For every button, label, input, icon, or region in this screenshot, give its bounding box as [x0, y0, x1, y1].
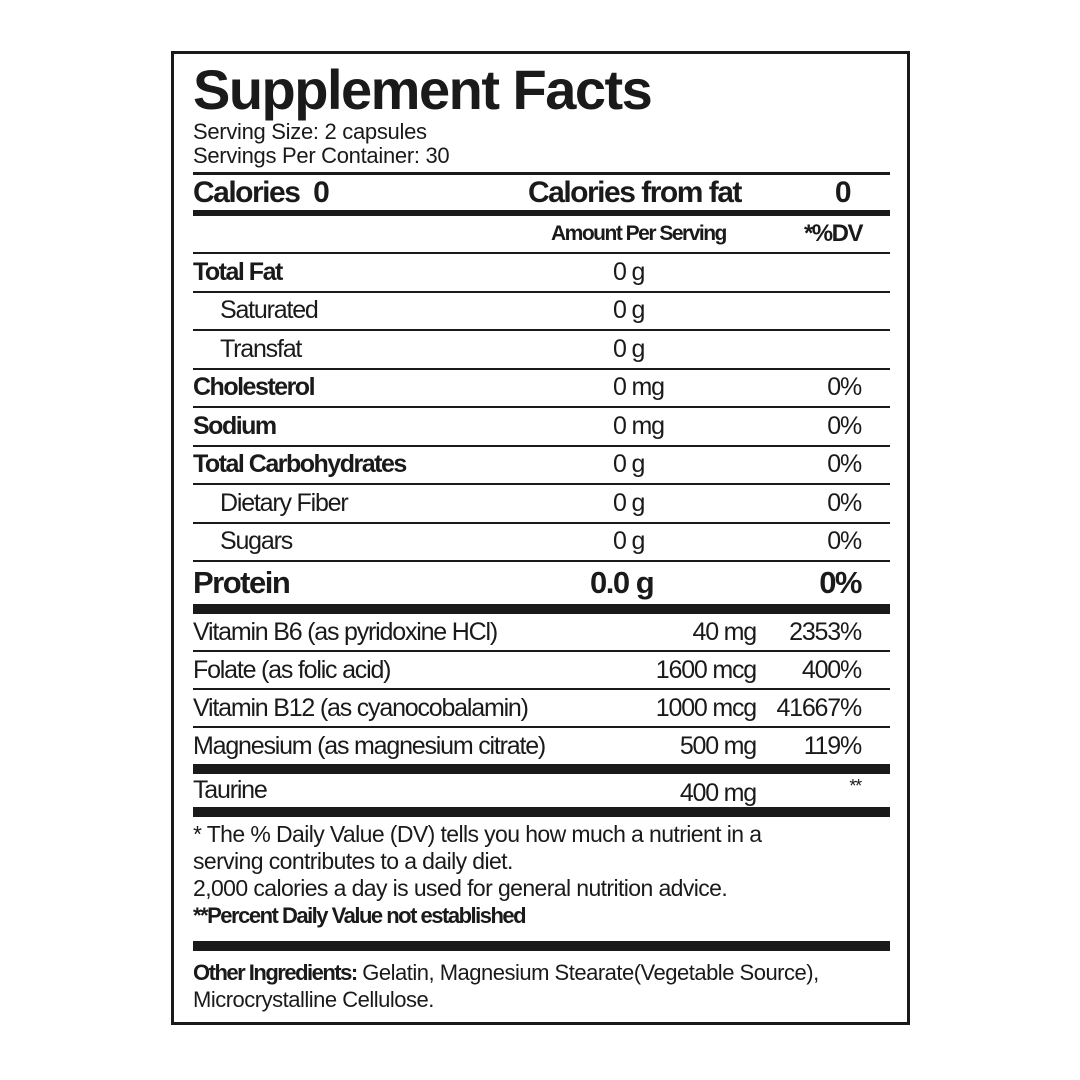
nutrient-name: Taurine	[193, 776, 268, 804]
nutrient-name: Total Carbohydrates	[193, 450, 407, 479]
dv-header: *%DV	[803, 220, 864, 247]
calories-label: Calories	[193, 175, 301, 209]
vitamin-row: Folate (as folic acid) 1600 mcg 400%	[193, 652, 890, 690]
nutrient-dv: 0%	[827, 488, 862, 517]
supplement-facts-panel: Supplement Facts Serving Size: 2 capsule…	[171, 51, 910, 1025]
nutrient-amount: 0 g	[613, 527, 645, 556]
nutrient-name: Sugars	[220, 527, 293, 556]
nutrient-amount: 0 g	[613, 488, 645, 517]
divider	[193, 172, 890, 175]
nutrient-name: Vitamin B6 (as pyridoxine HCl)	[193, 617, 498, 646]
nutrient-name: Protein	[193, 565, 291, 600]
divider	[193, 807, 890, 817]
divider	[193, 210, 890, 216]
nutrient-dv: 2353%	[789, 617, 862, 646]
nutrient-name: Magnesium (as magnesium citrate)	[193, 731, 546, 760]
nutrient-name: Dietary Fiber	[220, 488, 349, 517]
serving-size: Serving Size: 2 capsules	[193, 119, 427, 144]
calories-from-fat-label: Calories from fat	[528, 175, 742, 209]
footnotes: * The % Daily Value (DV) tells you how m…	[193, 817, 890, 929]
footnote-line: * The % Daily Value (DV) tells you how m…	[193, 821, 762, 847]
ingredients-text: Gelatin, Magnesium Stearate(Vegetable So…	[193, 960, 819, 1012]
nutrient-name: Transfat	[220, 334, 302, 363]
nutrient-dv: 0%	[827, 411, 862, 440]
nutrient-name: Sodium	[193, 411, 277, 440]
nutrient-row: Total Carbohydrates 0 g 0%	[193, 447, 890, 485]
nutrient-dv: 0%	[827, 450, 862, 479]
nutrient-name: Saturated	[220, 296, 319, 325]
nutrient-amount: 400 mg	[679, 779, 757, 807]
nutrient-amount: 0 g	[613, 296, 645, 325]
divider	[193, 764, 890, 774]
nutrient-name: Total Fat	[193, 257, 283, 286]
other-ingredients: Other Ingredients: Gelatin, Magnesium St…	[193, 951, 890, 1013]
calories-group: Calories 0	[193, 175, 330, 210]
vitamin-row: Vitamin B12 (as cyanocobalamin) 1000 mcg…	[193, 690, 890, 728]
nutrient-dv: 0%	[819, 565, 862, 600]
nutrient-row: Sodium 0 mg 0%	[193, 408, 890, 447]
ingredients-label: Other Ingredients:	[193, 960, 358, 985]
nutrient-amount: 0 g	[613, 450, 645, 479]
footnote-line: **Percent Daily Value not established	[193, 903, 527, 928]
nutrient-dv: 0%	[827, 527, 862, 556]
servings-per-container: Servings Per Container: 30	[193, 143, 450, 168]
title: Supplement Facts	[193, 58, 653, 121]
nutrient-amount: 1600 mcg	[655, 655, 757, 684]
nutrient-row: Saturated 0 g	[193, 293, 890, 331]
nutrient-name: Vitamin B12 (as cyanocobalamin)	[193, 693, 529, 722]
header-row: Amount Per Serving *%DV	[193, 216, 890, 254]
nutrient-amount: 1000 mcg	[655, 693, 757, 722]
nutrient-amount: 0 g	[613, 257, 645, 286]
nutrient-amount: 40 mg	[692, 617, 758, 646]
nutrient-name: Cholesterol	[193, 373, 316, 402]
footnote-line: 2,000 calories a day is used for general…	[193, 875, 728, 901]
divider	[193, 604, 890, 614]
vitamin-row: Magnesium (as magnesium citrate) 500 mg …	[193, 728, 890, 766]
nutrient-row: Total Fat 0 g	[193, 254, 890, 293]
amount-header: Amount Per Serving	[551, 222, 727, 245]
nutrient-amount: 0.0 g	[590, 565, 655, 600]
nutrient-row: Sugars 0 g 0%	[193, 524, 890, 562]
vitamins-list: Vitamin B6 (as pyridoxine HCl) 40 mg 235…	[193, 614, 890, 766]
nutrient-amount: 0 g	[613, 334, 645, 363]
protein-row: Protein 0.0 g 0%	[193, 562, 890, 604]
nutrient-dv: 400%	[801, 655, 862, 684]
nutrient-row: Transfat 0 g	[193, 331, 890, 370]
nutrient-amount: 0 mg	[613, 373, 665, 402]
nutrient-amount: 0 mg	[613, 411, 665, 440]
nutrient-row: Dietary Fiber 0 g 0%	[193, 485, 890, 524]
calories-row: Calories 0 Calories from fat 0	[193, 175, 890, 210]
nutrient-dv: 119%	[803, 731, 862, 760]
nutrient-row: Cholesterol 0 mg 0%	[193, 370, 890, 408]
nutrient-amount: 500 mg	[679, 731, 757, 760]
calories-from-fat-value: 0	[834, 175, 852, 209]
footnote-line: serving contributes to a daily diet.	[193, 848, 513, 874]
divider	[193, 941, 890, 951]
taurine-row: Taurine 400 mg **	[193, 774, 890, 807]
nutrient-dv: **	[849, 776, 862, 796]
nutrient-dv: 0%	[827, 373, 862, 402]
nutrient-dv: 41667%	[776, 693, 862, 722]
nutrients-list: Total Fat 0 g Saturated 0 g Transfat 0 g…	[193, 254, 890, 562]
nutrient-name: Folate (as folic acid)	[193, 655, 391, 684]
calories-value: 0	[313, 175, 330, 209]
vitamin-row: Vitamin B6 (as pyridoxine HCl) 40 mg 235…	[193, 614, 890, 652]
